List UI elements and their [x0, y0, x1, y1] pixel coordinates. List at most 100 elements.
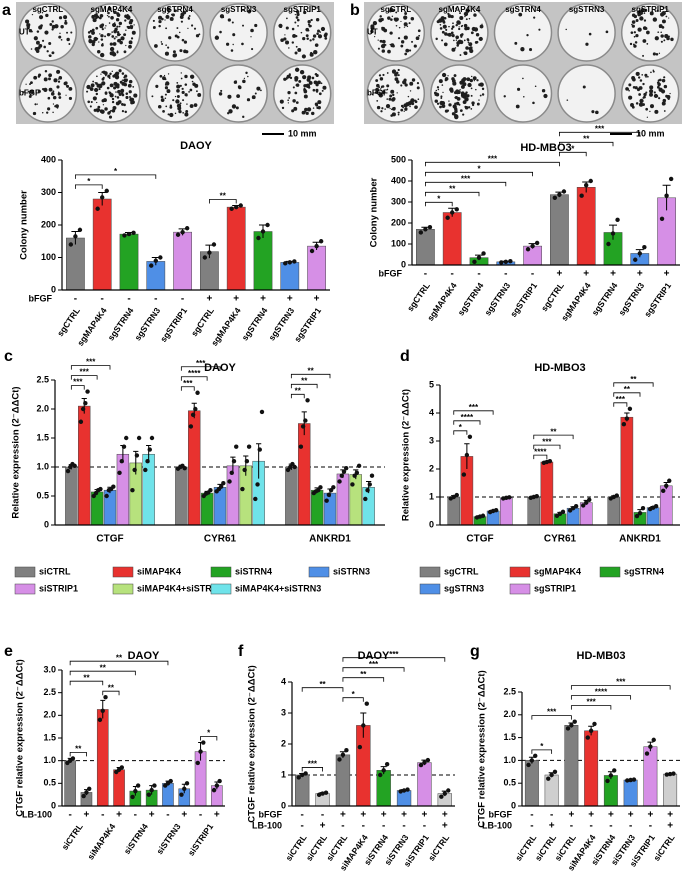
significance-label: *** — [616, 678, 626, 687]
colony — [90, 100, 93, 104]
colony — [380, 17, 384, 22]
colony — [99, 33, 101, 35]
bar — [280, 262, 300, 291]
colony — [452, 22, 454, 25]
colony — [463, 23, 468, 28]
colony — [287, 91, 291, 95]
colony — [436, 86, 440, 89]
data-point — [207, 250, 212, 255]
legend-label: siMAP4K4+siSTRN3 — [235, 583, 321, 593]
row-value: - — [629, 821, 632, 832]
x-tick-label: siCTRL — [426, 833, 451, 863]
colony — [116, 13, 121, 17]
panel-letter: g — [470, 643, 480, 660]
column-label: sgCTRL — [32, 5, 63, 14]
row-label: bFGF — [367, 89, 388, 98]
colony — [168, 36, 172, 40]
data-point — [467, 434, 473, 439]
row-value: - — [199, 810, 202, 821]
data-point — [320, 791, 325, 796]
colony — [92, 80, 95, 83]
colony — [128, 20, 133, 25]
colony — [158, 15, 163, 20]
colony — [96, 75, 98, 78]
colony — [289, 74, 291, 77]
y-tick-label: 100 — [391, 238, 406, 248]
colony — [59, 32, 61, 35]
colony — [312, 34, 317, 38]
legend-label: sgCTRL — [444, 566, 479, 576]
colony — [379, 15, 382, 18]
data-point — [97, 717, 103, 723]
colony — [470, 31, 474, 35]
legend-label: sgSTRN3 — [444, 583, 484, 593]
data-point — [642, 244, 647, 250]
colony — [68, 96, 73, 101]
row-label: bFGF — [379, 268, 403, 278]
data-point — [606, 241, 611, 247]
colony — [397, 37, 401, 40]
y-tick-label: 4 — [429, 407, 434, 417]
colony — [312, 107, 315, 109]
colony — [629, 42, 633, 46]
colony — [87, 31, 91, 34]
panel-letter: d — [400, 348, 410, 365]
bar — [298, 423, 311, 526]
colony — [294, 51, 298, 55]
data-point — [182, 786, 187, 791]
colony — [113, 86, 117, 90]
row-value: - — [423, 821, 426, 832]
colony — [644, 27, 648, 30]
colony — [397, 68, 400, 72]
colony — [386, 88, 389, 90]
colony — [476, 102, 480, 106]
colony — [381, 107, 384, 110]
colony — [33, 36, 38, 41]
data-point — [549, 772, 554, 778]
colony — [28, 29, 33, 33]
colony — [314, 73, 317, 76]
colony — [87, 100, 91, 104]
colony — [219, 30, 222, 34]
colony — [98, 84, 103, 89]
chart-title: DAOY — [128, 650, 160, 662]
significance-label: * — [352, 690, 356, 699]
data-point — [298, 444, 304, 449]
colony — [459, 109, 463, 113]
y-tick-label: 1.0 — [36, 461, 49, 471]
colony — [114, 27, 118, 32]
colony — [118, 69, 122, 73]
colony — [30, 81, 33, 85]
significance-label: *** — [183, 379, 193, 388]
bar — [64, 760, 76, 807]
colony — [95, 82, 98, 85]
significance-label: *** — [586, 698, 596, 707]
data-point — [634, 513, 640, 519]
colony — [294, 76, 299, 81]
colony — [91, 40, 96, 44]
colony — [64, 19, 67, 22]
colony — [295, 45, 298, 48]
colony — [400, 84, 403, 87]
significance-bracket — [531, 715, 572, 720]
significance-bracket — [613, 402, 628, 407]
significance-label: ** — [360, 670, 367, 679]
bar — [113, 769, 125, 807]
column-label: sgMAP4K4 — [91, 5, 133, 14]
colony — [251, 95, 256, 100]
colony — [98, 87, 101, 91]
data-point — [77, 227, 83, 233]
colony — [389, 107, 391, 110]
colony — [58, 76, 63, 80]
colony — [236, 94, 241, 98]
colony — [108, 22, 111, 24]
colony — [92, 18, 97, 23]
colony — [309, 39, 312, 42]
colony — [315, 18, 320, 22]
colony — [295, 101, 299, 104]
colony — [526, 34, 529, 37]
colony — [455, 35, 459, 40]
colony — [543, 93, 548, 99]
colony — [409, 90, 412, 92]
data-point — [227, 479, 232, 484]
